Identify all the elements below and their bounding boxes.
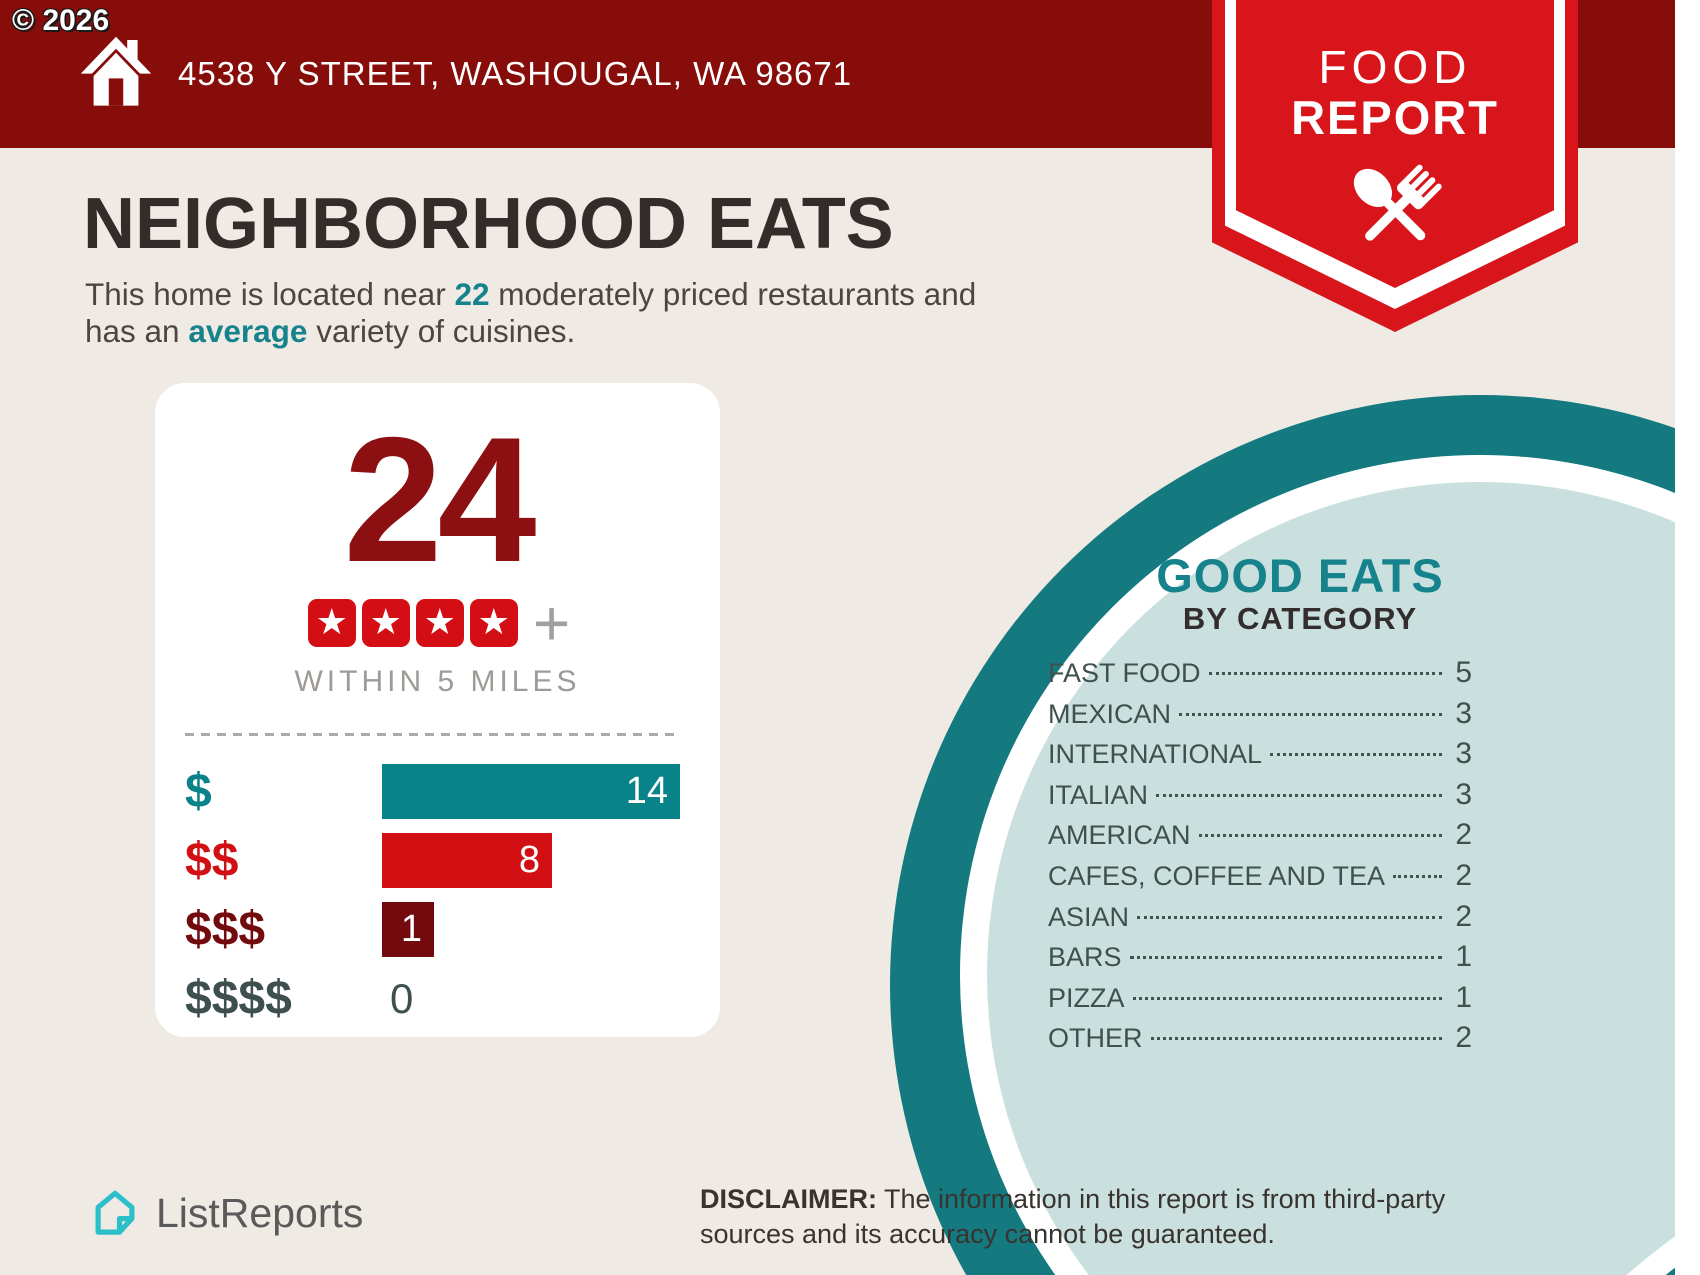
dotted-leader: [1393, 874, 1442, 878]
price-row: $$$ 1: [185, 902, 720, 957]
variety-highlight: average: [188, 313, 308, 349]
price-tier-label: $$$: [185, 903, 266, 956]
star-rating: ★ ★ ★ ★ +: [155, 587, 720, 659]
category-count: 1: [1455, 940, 1472, 974]
star-icon: ★: [307, 599, 356, 647]
home-icon: [80, 36, 152, 106]
dotted-leader: [1129, 956, 1442, 960]
category-count: 2: [1455, 1021, 1472, 1055]
category-row: AMERICAN 2: [1048, 818, 1472, 859]
category-label: ASIAN: [1048, 901, 1130, 932]
category-count: 5: [1455, 656, 1472, 689]
price-row: $$ 8: [185, 833, 720, 888]
category-row: INTERNATIONAL 3: [1048, 737, 1472, 778]
category-count: 2: [1455, 899, 1472, 933]
category-row: MEXICAN 3: [1048, 697, 1472, 738]
star-icon: ★: [415, 599, 464, 647]
bar-value: 8: [382, 833, 552, 888]
category-label: INTERNATIONAL: [1048, 739, 1263, 770]
category-label: BARS: [1048, 942, 1122, 973]
intro-line2-pre: has an: [85, 313, 189, 349]
category-row: FAST FOOD 5: [1048, 656, 1472, 697]
spoon-fork-icon: [1353, 164, 1442, 241]
price-tier-label: $$$$: [185, 972, 292, 1025]
star-icons: ★ ★ ★ ★: [305, 599, 521, 647]
disclaimer-text: The information in this report is from t…: [700, 1184, 1446, 1249]
bar-track: 1: [382, 902, 720, 957]
category-row: PIZZA 1: [1048, 981, 1472, 1022]
copyright-text: © 2026: [12, 4, 110, 37]
intro-line1-post: moderately priced restaurants and: [489, 276, 977, 312]
star-icon: ★: [361, 599, 410, 647]
category-label: FAST FOOD: [1048, 658, 1201, 688]
plus-icon: +: [532, 587, 571, 659]
dotted-leader: [1132, 996, 1442, 1000]
category-row: ASIAN 2: [1048, 900, 1472, 941]
dotted-leader: [1150, 1037, 1442, 1041]
intro-line1-pre: This home is located near: [85, 276, 455, 312]
category-label: MEXICAN: [1048, 698, 1172, 729]
category-row: OTHER 2: [1048, 1021, 1472, 1062]
price-tier-label: $: [185, 765, 212, 818]
dotted-leader: [1156, 793, 1442, 797]
dotted-leader: [1198, 834, 1442, 838]
dashed-divider: [185, 733, 676, 736]
category-row: ITALIAN 3: [1048, 778, 1472, 819]
brand-logo: ListReports: [88, 1186, 363, 1240]
price-row: $$$$ 0: [185, 971, 720, 1026]
dotted-leader: [1137, 915, 1442, 919]
price-tier-label: $$: [185, 834, 239, 887]
bar-track: 0: [382, 971, 720, 1026]
price-bars: $14 $$ 8 $$$ 1 $$$$ 0: [185, 764, 720, 1026]
radius-caption: WITHIN 5 MILES: [294, 665, 581, 698]
good-eats-title: GOOD EATS: [1156, 549, 1444, 602]
food-report-badge: FOOD REPORT: [1212, 0, 1578, 332]
restaurant-count: 24: [343, 400, 537, 599]
disclaimer-label: DISCLAIMER:: [700, 1184, 877, 1214]
bar-value: 1: [382, 902, 434, 957]
category-count: 2: [1455, 818, 1472, 852]
brand-name: ListReports: [156, 1189, 364, 1236]
dotted-leader: [1208, 672, 1442, 675]
bar-value-zero: 0: [390, 975, 414, 1022]
category-label: AMERICAN: [1048, 820, 1191, 851]
category-list: FAST FOOD 5 MEXICAN 3 INTERNATIONAL 3 ITALIAN 3…: [1048, 656, 1472, 1062]
badge-line1: FOOD: [1318, 41, 1472, 93]
badge-line2: REPORT: [1291, 91, 1499, 144]
intro-paragraph: This home is located near 22 moderately …: [85, 276, 976, 350]
bar-track: 8: [382, 833, 720, 888]
category-count: 3: [1455, 777, 1472, 811]
restaurant-count-inline: 22: [454, 276, 490, 312]
good-eats-subtitle: BY CATEGORY: [1182, 601, 1418, 636]
category-row: BARS 1: [1048, 940, 1472, 981]
category-label: ITALIAN: [1048, 779, 1149, 810]
category-count: 1: [1455, 980, 1472, 1014]
stats-card: 24 ★ ★ ★ ★ + WITHIN 5 MILES $14 $$ 8 $$$ 1 $$$$ 0: [155, 383, 720, 1037]
dotted-leader: [1179, 712, 1442, 716]
disclaimer: DISCLAIMER: The information in this repo…: [700, 1182, 1500, 1252]
intro-line2-post: variety of cuisines.: [307, 313, 576, 349]
property-address: 4538 Y STREET, WASHOUGAL, WA 98671: [178, 55, 853, 92]
category-count: 2: [1455, 858, 1472, 892]
bar-value: 14: [382, 764, 680, 819]
page-title: NEIGHBORHOOD EATS: [83, 184, 894, 264]
star-icon: ★: [469, 599, 518, 647]
category-label: CAFES, COFFEE AND TEA: [1048, 860, 1386, 891]
bar-track: 14: [382, 764, 720, 819]
category-label: PIZZA: [1048, 982, 1125, 1013]
category-label: OTHER: [1048, 1023, 1143, 1054]
listreports-icon: [95, 1190, 135, 1235]
price-row: $14: [185, 764, 720, 819]
dotted-leader: [1270, 753, 1442, 757]
category-count: 3: [1455, 737, 1472, 771]
category-row: CAFES, COFFEE AND TEA 2: [1048, 859, 1472, 900]
category-count: 3: [1455, 696, 1472, 730]
